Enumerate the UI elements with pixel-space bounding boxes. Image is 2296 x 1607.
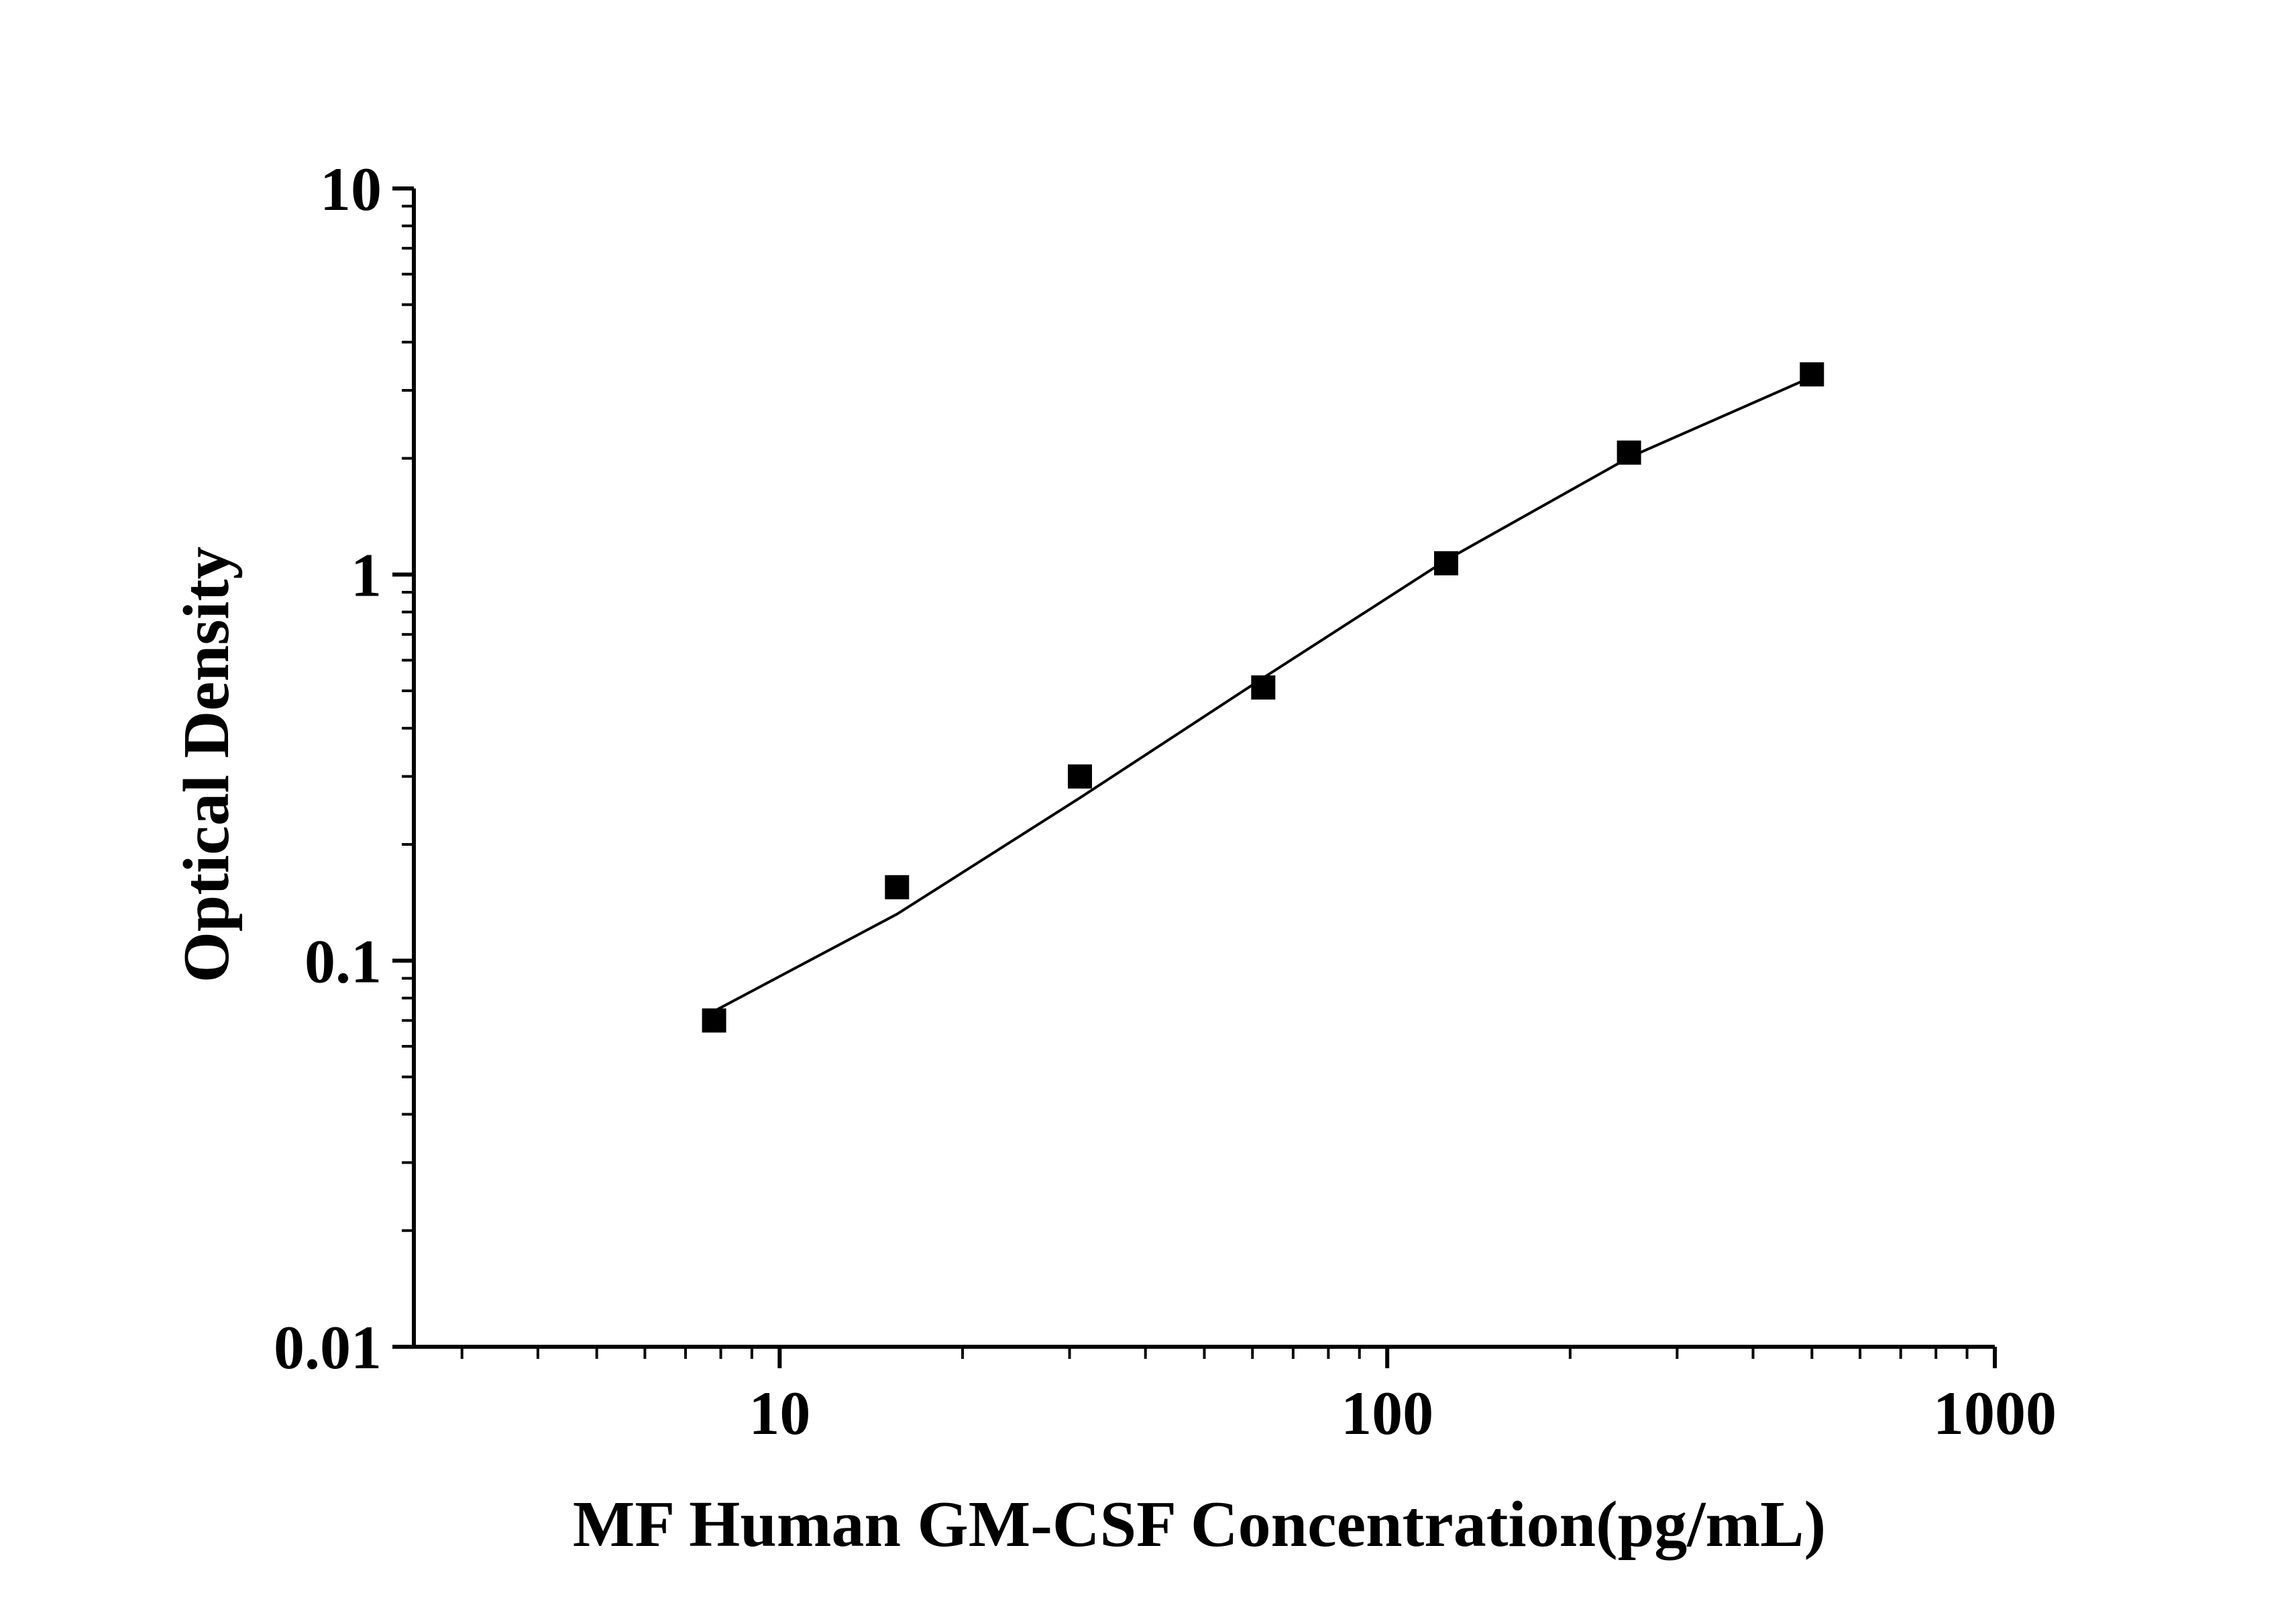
data-point: [1068, 764, 1092, 789]
data-points-layer: [702, 362, 1824, 1033]
x-tick-label: 10: [749, 1379, 810, 1447]
y-tick-label: 1: [351, 541, 382, 610]
data-point: [702, 1008, 726, 1033]
x-tick-label: 100: [1341, 1379, 1433, 1447]
data-point: [885, 875, 910, 899]
y-axis-label: Optical Density: [170, 547, 243, 983]
x-tick-label: 1000: [1933, 1379, 2057, 1447]
y-tick-label: 10: [320, 155, 382, 223]
y-tick-label: 0.1: [305, 927, 382, 995]
data-point: [1434, 551, 1458, 575]
data-point: [1251, 675, 1276, 700]
axes: 10 100 1000 0.01 0.1 1 10: [274, 155, 2057, 1447]
data-point: [1617, 440, 1641, 465]
labels-layer: MF Human GM-CSF Concentration(pg/mL) Opt…: [170, 547, 1826, 1561]
y-tick-label: 0.01: [274, 1313, 382, 1382]
x-axis-label: MF Human GM-CSF Concentration(pg/mL): [573, 1488, 1826, 1561]
data-point: [1800, 362, 1824, 387]
